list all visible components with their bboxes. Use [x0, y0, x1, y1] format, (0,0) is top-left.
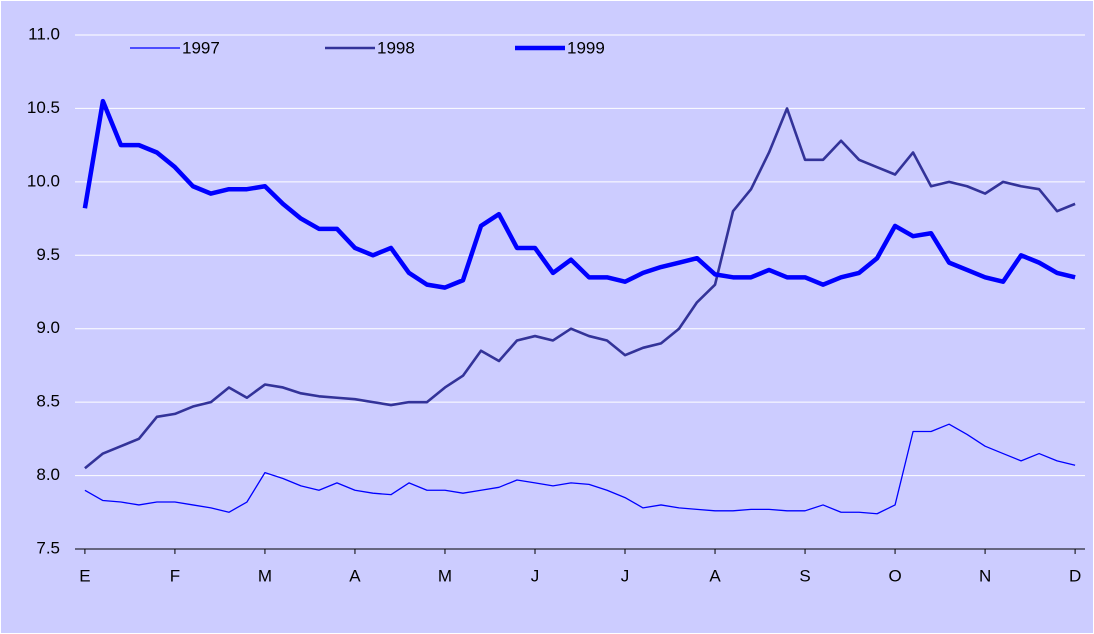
y-tick-label: 9.5: [36, 245, 60, 264]
x-tick-label: E: [79, 566, 90, 585]
series-line: [84, 107, 1076, 470]
series-line: [84, 423, 1076, 515]
y-tick-label: 10.5: [27, 98, 60, 117]
x-tick-label: F: [170, 566, 180, 585]
x-tick-label: J: [531, 566, 540, 585]
legend-label: 1999: [567, 38, 605, 57]
x-tick-label: M: [438, 566, 452, 585]
y-tick-label: 10.0: [27, 171, 60, 190]
y-tick-label: 9.0: [36, 318, 60, 337]
x-tick-label: N: [979, 566, 991, 585]
x-tick-label: D: [1069, 566, 1081, 585]
legend-label: 1997: [182, 38, 220, 57]
x-tick-label: M: [258, 566, 272, 585]
y-tick-label: 11.0: [28, 24, 60, 43]
y-tick-label: 7.5: [36, 538, 60, 557]
y-tick-label: 8.5: [36, 392, 60, 411]
y-tick-label: 8.0: [36, 465, 60, 484]
x-tick-label: A: [709, 566, 721, 585]
series-line: [82, 98, 1076, 290]
legend-label: 1998: [377, 38, 415, 57]
legend-background: [120, 36, 660, 62]
x-tick-label: J: [621, 566, 630, 585]
x-tick-label: O: [888, 566, 901, 585]
x-tick-label: A: [349, 566, 361, 585]
x-tick-label: S: [799, 566, 810, 585]
